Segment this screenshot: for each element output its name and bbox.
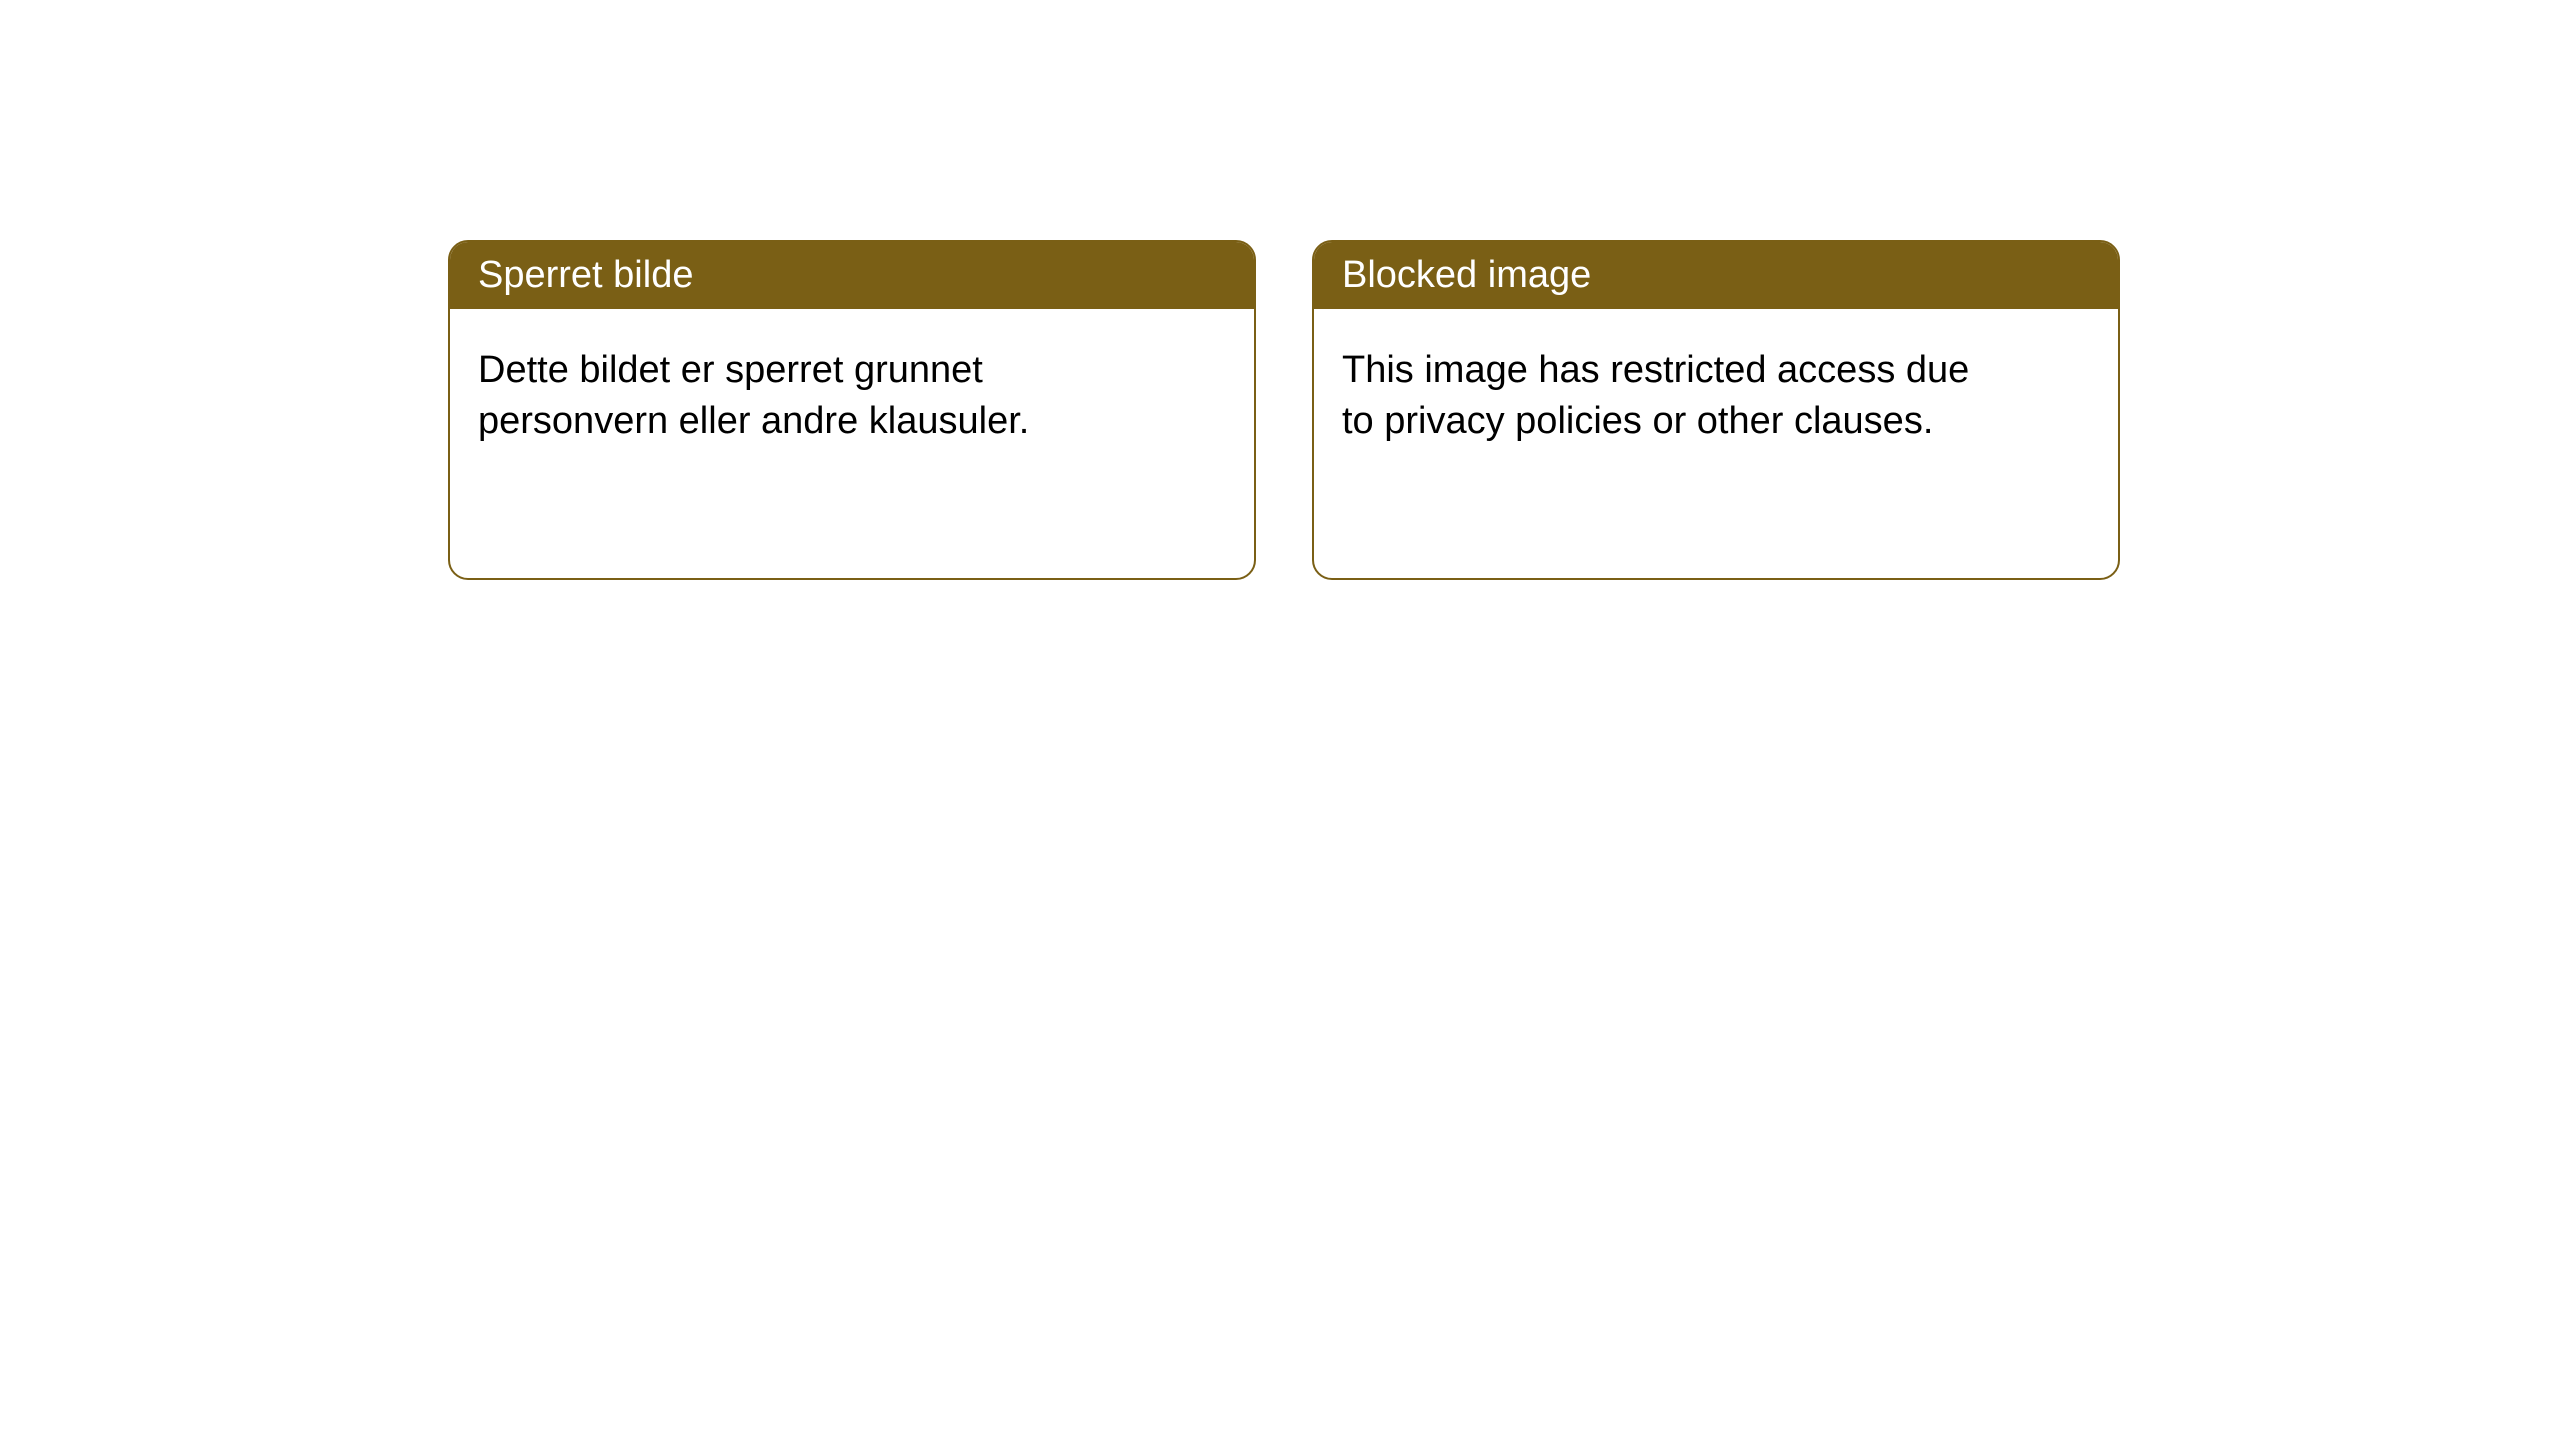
card-body-no: Dette bildet er sperret grunnet personve… — [450, 309, 1170, 484]
blocked-image-card-no: Sperret bilde Dette bildet er sperret gr… — [448, 240, 1256, 580]
card-text-no: Dette bildet er sperret grunnet personve… — [478, 349, 1029, 442]
card-text-en: This image has restricted access due to … — [1342, 349, 1969, 442]
card-body-en: This image has restricted access due to … — [1314, 309, 2034, 484]
blocked-image-card-en: Blocked image This image has restricted … — [1312, 240, 2120, 580]
notice-cards-container: Sperret bilde Dette bildet er sperret gr… — [448, 240, 2560, 580]
card-header-no: Sperret bilde — [450, 242, 1254, 309]
card-title-no: Sperret bilde — [478, 254, 693, 296]
card-header-en: Blocked image — [1314, 242, 2118, 309]
card-title-en: Blocked image — [1342, 254, 1591, 296]
